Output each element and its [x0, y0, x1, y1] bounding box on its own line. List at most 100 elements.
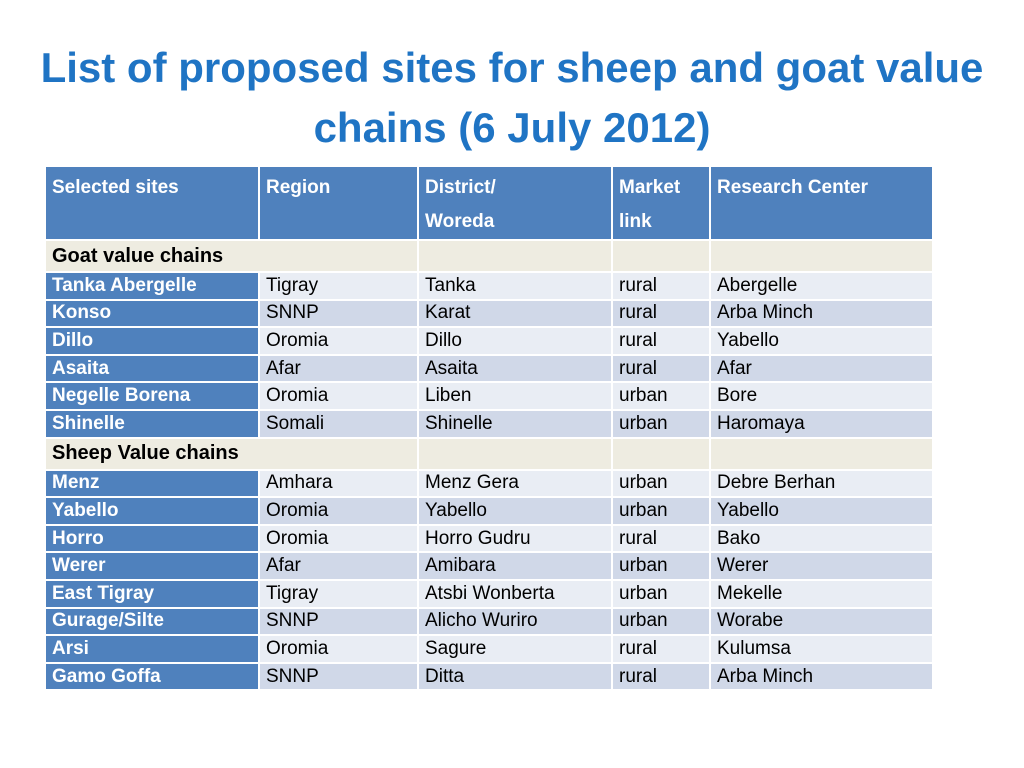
header-selected-sites: Selected sites	[44, 165, 260, 241]
cell-region: Somali	[258, 408, 419, 439]
cell-research: Werer	[709, 551, 934, 581]
cell-market: urban	[611, 408, 711, 439]
cell-market: rural	[611, 661, 711, 692]
cell-region: Tigray	[258, 271, 419, 301]
group-row: Sheep Value chains	[44, 436, 934, 471]
cell-district: Karat	[417, 298, 613, 329]
cell-district: Atsbi Wonberta	[417, 578, 613, 609]
header-research-center: Research Center	[709, 165, 934, 241]
cell-district: Dillo	[417, 326, 613, 356]
group-label: Sheep Value chains	[44, 436, 419, 471]
cell-region: SNNP	[258, 298, 419, 329]
cell-market: rural	[611, 523, 711, 554]
cell-district: Shinelle	[417, 408, 613, 439]
table-row: Dillo Oromia Dillo rural Yabello	[44, 326, 934, 356]
cell-site: Asaita	[44, 353, 260, 384]
cell-site: Arsi	[44, 634, 260, 664]
cell-region: Oromia	[258, 381, 419, 411]
cell-research: Arba Minch	[709, 298, 934, 329]
cell-district: Alicho Wuriro	[417, 606, 613, 637]
cell-research: Haromaya	[709, 408, 934, 439]
cell-site: Konso	[44, 298, 260, 329]
cell-site: Dillo	[44, 326, 260, 356]
table-body: Goat value chains Tanka Abergelle Tigray Ta…	[44, 239, 934, 692]
group-empty-cell	[611, 239, 711, 273]
cell-region: Oromia	[258, 496, 419, 526]
cell-site: East Tigray	[44, 578, 260, 609]
cell-district: Sagure	[417, 634, 613, 664]
table-row: Arsi Oromia Sagure rural Kulumsa	[44, 634, 934, 664]
cell-market: rural	[611, 326, 711, 356]
cell-research: Bako	[709, 523, 934, 554]
group-empty-cell	[709, 436, 934, 471]
cell-research: Bore	[709, 381, 934, 411]
group-label: Goat value chains	[44, 239, 419, 273]
cell-district: Yabello	[417, 496, 613, 526]
group-empty-cell	[709, 239, 934, 273]
table-row: East Tigray Tigray Atsbi Wonberta urban Meke…	[44, 578, 934, 609]
cell-region: Afar	[258, 353, 419, 384]
cell-district: Asaita	[417, 353, 613, 384]
cell-research: Mekelle	[709, 578, 934, 609]
cell-market: urban	[611, 578, 711, 609]
header-market-link: Market link	[611, 165, 711, 241]
table-header-row: Selected sites Region District/ Woreda M…	[44, 165, 934, 241]
cell-region: SNNP	[258, 606, 419, 637]
cell-research: Kulumsa	[709, 634, 934, 664]
cell-region: Oromia	[258, 634, 419, 664]
cell-site: Negelle Borena	[44, 381, 260, 411]
cell-district: Liben	[417, 381, 613, 411]
cell-region: Oromia	[258, 326, 419, 356]
cell-site: Menz	[44, 468, 260, 499]
cell-market: rural	[611, 271, 711, 301]
cell-district: Ditta	[417, 661, 613, 692]
table-row: Negelle Borena Oromia Liben urban Bore	[44, 381, 934, 411]
table-row: Shinelle Somali Shinelle urban Haromaya	[44, 408, 934, 439]
table-row: Yabello Oromia Yabello urban Yabello	[44, 496, 934, 526]
table-row: Tanka Abergelle Tigray Tanka rural Abergelle	[44, 271, 934, 301]
header-district-line1: District/	[425, 177, 496, 198]
table-row: Menz Amhara Menz Gera urban Debre Berhan	[44, 468, 934, 499]
cell-research: Arba Minch	[709, 661, 934, 692]
cell-market: rural	[611, 298, 711, 329]
cell-region: SNNP	[258, 661, 419, 692]
cell-market: urban	[611, 606, 711, 637]
cell-site: Gamo Goffa	[44, 661, 260, 692]
header-district-line2: Woreda	[425, 211, 495, 232]
cell-market: urban	[611, 496, 711, 526]
cell-research: Yabello	[709, 326, 934, 356]
header-market-line1: Market	[619, 177, 681, 198]
cell-site: Gurage/Silte	[44, 606, 260, 637]
cell-region: Amhara	[258, 468, 419, 499]
cell-site: Tanka Abergelle	[44, 271, 260, 301]
cell-research: Debre Berhan	[709, 468, 934, 499]
cell-market: urban	[611, 551, 711, 581]
cell-site: Yabello	[44, 496, 260, 526]
cell-district: Tanka	[417, 271, 613, 301]
cell-market: rural	[611, 634, 711, 664]
cell-market: rural	[611, 353, 711, 384]
cell-research: Yabello	[709, 496, 934, 526]
slide-title: List of proposed sites for sheep and goa…	[40, 44, 984, 151]
cell-site: Horro	[44, 523, 260, 554]
group-empty-cell	[611, 436, 711, 471]
cell-site: Werer	[44, 551, 260, 581]
cell-market: urban	[611, 468, 711, 499]
cell-region: Afar	[258, 551, 419, 581]
header-region: Region	[258, 165, 419, 241]
table-row: Horro Oromia Horro Gudru rural Bako	[44, 523, 934, 554]
cell-district: Amibara	[417, 551, 613, 581]
header-market-line2: link	[619, 211, 652, 232]
table-row: Asaita Afar Asaita rural Afar	[44, 353, 934, 384]
cell-research: Afar	[709, 353, 934, 384]
header-district: District/ Woreda	[417, 165, 613, 241]
cell-district: Horro Gudru	[417, 523, 613, 554]
group-row: Goat value chains	[44, 239, 934, 273]
group-empty-cell	[417, 239, 613, 273]
table-row: Gamo Goffa SNNP Ditta rural Arba Minch	[44, 661, 934, 692]
cell-district: Menz Gera	[417, 468, 613, 499]
table-row: Werer Afar Amibara urban Werer	[44, 551, 934, 581]
cell-site: Shinelle	[44, 408, 260, 439]
cell-market: urban	[611, 381, 711, 411]
table-row: Gurage/Silte SNNP Alicho Wuriro urban Worabe	[44, 606, 934, 637]
